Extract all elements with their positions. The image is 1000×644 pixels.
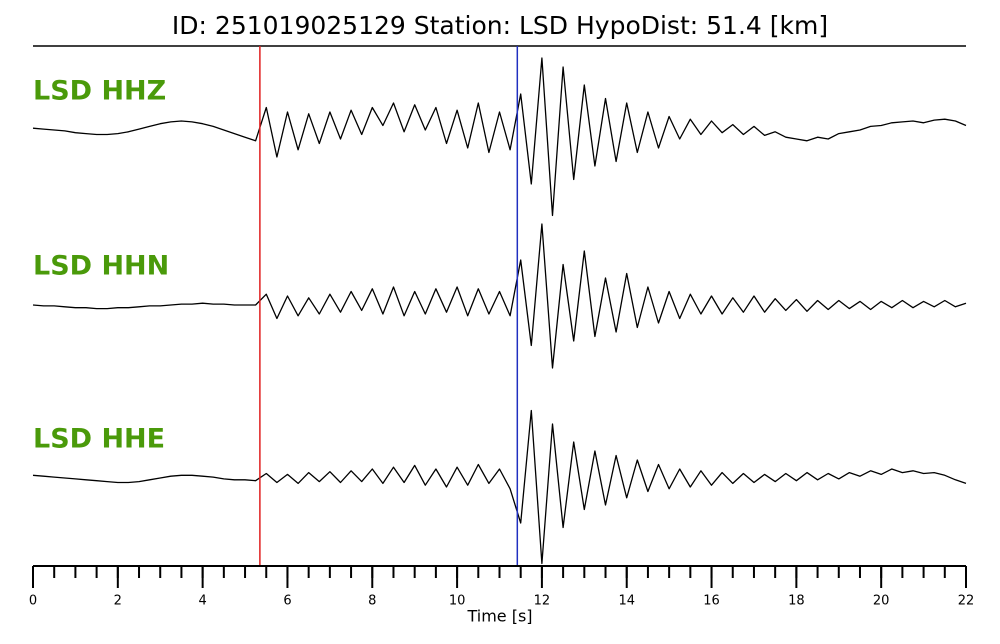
chart-title: ID: 251019025129 Station: LSD HypoDist: … [172, 11, 828, 40]
x-tick-label: 4 [198, 594, 206, 609]
x-tick-label: 8 [368, 594, 376, 609]
trace [32, 409, 967, 565]
x-tick-label: 2 [114, 594, 122, 609]
x-axis-label: Time [s] [466, 607, 532, 626]
trace-label: LSD HHZ [33, 76, 166, 107]
x-tick-label: 12 [534, 594, 551, 609]
x-tick-label: 0 [29, 594, 37, 609]
x-tick-label: 10 [449, 594, 466, 609]
trace-label: LSD HHN [33, 251, 169, 282]
trace [32, 57, 967, 217]
trace-label: LSD HHE [33, 424, 165, 455]
x-tick-label: 6 [283, 594, 291, 609]
x-tick-label: 20 [873, 594, 890, 609]
x-tick-label: 22 [958, 594, 975, 609]
x-tick-label: 18 [788, 594, 805, 609]
x-tick-label: 14 [618, 594, 635, 609]
trace [32, 223, 967, 369]
x-tick-label: 16 [703, 594, 720, 609]
